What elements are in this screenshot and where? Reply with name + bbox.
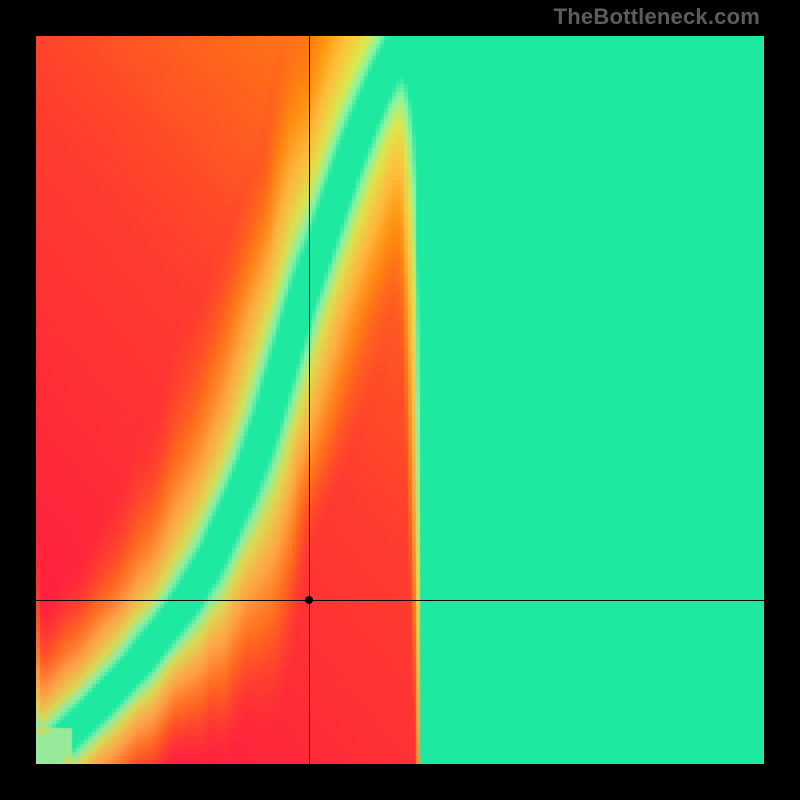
heatmap-plot: [36, 36, 764, 764]
plot-frame: TheBottleneck.com: [0, 0, 800, 800]
crosshair-horizontal: [36, 600, 764, 601]
crosshair-vertical: [309, 36, 310, 764]
heatmap-canvas: [36, 36, 764, 764]
marker-dot: [305, 596, 313, 604]
watermark-text: TheBottleneck.com: [554, 4, 760, 30]
